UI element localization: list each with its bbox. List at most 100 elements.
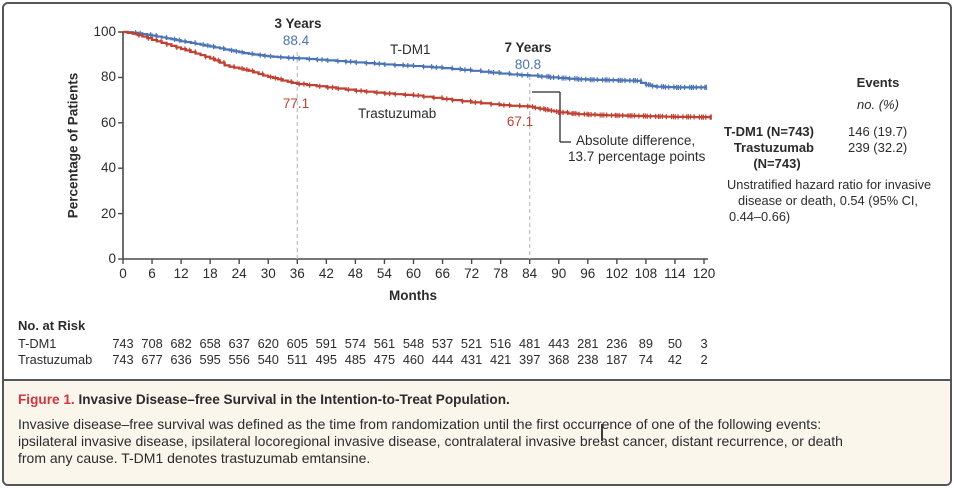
caption-divider	[4, 379, 950, 381]
x-tick-label: 114	[664, 266, 686, 281]
risk-value: 236	[606, 336, 628, 351]
x-tick-label: 30	[260, 266, 276, 281]
x-tick-label: 72	[464, 266, 480, 281]
x-tick-label: 42	[318, 266, 334, 281]
x-axis-title: Months	[389, 288, 437, 303]
x-tick-label: 36	[289, 266, 305, 281]
risk-value: 281	[577, 336, 599, 351]
y-tick-label: 60	[100, 114, 116, 130]
risk-value: 540	[257, 352, 279, 367]
events-row-trastuzumab-value: 239 (32.2)	[848, 140, 908, 155]
risk-row-trastuzumab-label: Trastuzumab	[18, 352, 93, 367]
risk-value: 74	[638, 352, 653, 367]
risk-value: 187	[606, 352, 628, 367]
risk-value: 682	[170, 336, 192, 351]
x-tick-label: 78	[493, 266, 509, 281]
risk-value: 397	[519, 352, 541, 367]
x-tick-label: 18	[202, 266, 218, 281]
x-tick-label: 96	[580, 266, 596, 281]
risk-value: 443	[548, 336, 570, 351]
curve-label-tdm1: T-DM1	[390, 42, 431, 57]
risk-value: 516	[489, 336, 512, 351]
events-row-trastuzumab-label: Trastuzumab	[733, 140, 814, 155]
hazard-note-line3: 0.44–0.66)	[729, 209, 791, 224]
risk-value: 556	[228, 352, 250, 367]
risk-value: 658	[199, 336, 221, 351]
y-tick-label: 80	[100, 69, 116, 85]
hazard-note-line2: disease or death, 0.54 (95% CI,	[738, 193, 918, 208]
x-tick-label: 84	[522, 266, 538, 281]
risk-value: 238	[577, 352, 599, 367]
risk-value: 574	[344, 336, 367, 351]
annotation-3yr-tdm1-value: 88.4	[282, 33, 310, 48]
risk-value: 89	[638, 336, 653, 351]
risk-value: 3	[700, 336, 708, 351]
events-row-tdm1-value: 146 (19.7)	[848, 124, 908, 139]
risk-value: 605	[286, 336, 308, 351]
difference-annotation-line1: Absolute difference,	[576, 133, 696, 148]
risk-value: 368	[548, 352, 570, 367]
difference-annotation-line2: 13.7 percentage points	[568, 149, 706, 164]
x-tick-label: 24	[231, 266, 247, 281]
risk-value: 485	[344, 352, 367, 367]
caption-line: ipsilateral invasive disease, ipsilatera…	[18, 433, 843, 450]
risk-value: 2	[700, 352, 708, 367]
annotation-7yr-tdm1-value: 80.8	[514, 57, 542, 72]
risk-value: 431	[460, 352, 483, 367]
risk-table-header: No. at Risk	[18, 318, 86, 333]
risk-value: 537	[431, 336, 454, 351]
risk-value: 561	[373, 336, 396, 351]
risk-value: 591	[315, 336, 338, 351]
events-header: Events	[856, 75, 900, 90]
annotation-3yr-trastuzumab-value: 77.1	[282, 96, 310, 111]
x-tick-label: 90	[551, 266, 567, 281]
events-row-tdm1-label: T-DM1 (N=743)	[724, 124, 814, 139]
risk-value: 511	[287, 352, 308, 367]
risk-value: 521	[460, 336, 483, 351]
risk-value: 495	[315, 352, 338, 367]
y-tick-label: 100	[93, 24, 116, 39]
x-tick-label: 120	[692, 266, 716, 281]
caption-section: Figure 1. Invasive Disease–free Survival…	[4, 381, 950, 484]
x-tick-label: 6	[148, 266, 156, 281]
risk-value: 620	[257, 336, 279, 351]
risk-value: 475	[373, 352, 396, 367]
annotation-7yr-trastuzumab-value: 67.1	[506, 114, 534, 129]
risk-value: 743	[112, 336, 134, 351]
hazard-note-line1: Unstratified hazard ratio for invasive	[727, 177, 932, 192]
risk-value: 421	[489, 352, 512, 367]
x-tick-label: 60	[405, 266, 422, 281]
x-tick-label: 102	[605, 266, 629, 281]
risk-value: 460	[402, 352, 425, 367]
events-row-trastuzumab-label2: (N=743)	[753, 156, 801, 171]
risk-value: 677	[141, 352, 163, 367]
risk-value: 548	[402, 336, 425, 351]
risk-value: 743	[112, 352, 134, 367]
figure-label: Figure 1.	[18, 392, 75, 407]
figure-title: Invasive Disease–free Survival in the In…	[78, 392, 510, 407]
x-tick-label: 12	[173, 266, 189, 281]
y-axis-title: Percentage of Patients	[65, 72, 81, 219]
y-tick-label: 20	[100, 205, 116, 221]
y-tick-label: 40	[100, 160, 116, 176]
x-tick-label: 66	[435, 266, 451, 281]
risk-row-tdm1-label: T-DM1	[18, 336, 57, 351]
caption-title-line: Figure 1. Invasive Disease–free Survival…	[18, 392, 510, 407]
y-tick-label: 0	[108, 251, 116, 266]
annotation-3-years: 3 Years	[274, 16, 322, 31]
x-tick-label: 0	[119, 266, 127, 281]
caption-line: Invasive disease–free survival was defin…	[18, 416, 822, 432]
curve-label-trastuzumab: Trastuzumab	[358, 106, 437, 121]
events-subheader: no. (%)	[857, 97, 899, 112]
risk-value: 42	[667, 352, 683, 367]
risk-value: 637	[228, 336, 250, 351]
risk-value: 595	[199, 352, 221, 367]
risk-value: 708	[141, 336, 163, 351]
risk-value: 481	[519, 336, 541, 351]
km-plot	[118, 30, 712, 264]
caption-line: from any cause. T-DM1 denotes trastuzuma…	[18, 450, 371, 467]
risk-value: 50	[667, 336, 683, 351]
x-tick-label: 48	[347, 266, 363, 281]
text-caret	[601, 424, 603, 441]
